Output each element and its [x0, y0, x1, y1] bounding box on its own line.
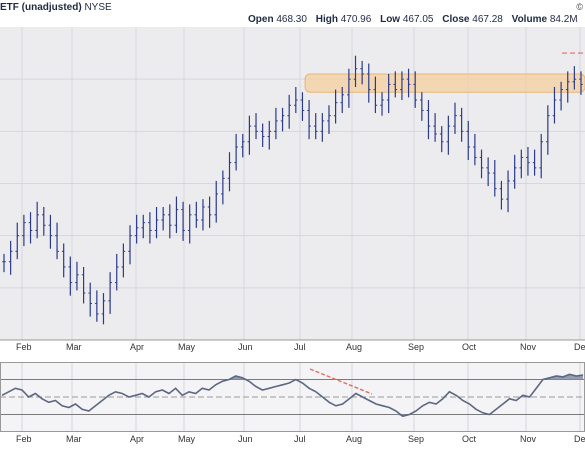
stat-open-value: 468.30 [276, 14, 307, 25]
indicator-xtick-label-0: Feb [16, 434, 32, 444]
chart-title: ETF (unadjusted) NYSE [0, 2, 112, 13]
stat-low-value: 467.05 [402, 14, 434, 25]
indicator-xtick-label-2: Apr [130, 434, 144, 444]
price-xtick-label-2: Apr [130, 342, 144, 352]
stat-close-label: Close [442, 14, 470, 25]
indicator-xtick-label-6: Aug [346, 434, 362, 444]
indicator-xtick-label-10: Dec [574, 434, 585, 444]
stat-close-value: 467.28 [472, 14, 503, 25]
stat-volume-value: 84.2M [549, 14, 578, 25]
price-xtick-label-5: Jul [294, 342, 306, 352]
indicator-xtick-label-1: Mar [66, 434, 82, 444]
price-xtick-label-8: Oct [462, 342, 477, 352]
indicator-xtick-label-7: Sep [408, 434, 424, 444]
indicator-xtick-label-5: Jul [294, 434, 306, 444]
instrument-name: ETF (unadjusted) [0, 2, 82, 13]
price-xtick-label-9: Nov [520, 342, 537, 352]
price-xtick-label-6: Aug [346, 342, 362, 352]
stat-high-label: High [315, 14, 338, 25]
indicator-xtick-label-3: May [178, 434, 196, 444]
copyright-mark: © [576, 2, 583, 12]
indicator-xtick-label-8: Oct [462, 434, 477, 444]
stat-high-value: 470.96 [340, 14, 372, 25]
indicator-xtick-label-4: Jun [238, 434, 253, 444]
exchange-label: NYSE [84, 2, 112, 13]
price-xtick-label-3: May [178, 342, 196, 352]
price-xtick-label-0: Feb [16, 342, 32, 352]
indicator-divergence-trendline [309, 368, 373, 395]
price-xtick-label-7: Sep [408, 342, 424, 352]
price-xtick-label-10: Dec [574, 342, 585, 352]
stat-low-label: Low [380, 14, 401, 25]
stat-volume-label: Volume [511, 14, 548, 25]
indicator-xtick-label-9: Nov [520, 434, 537, 444]
stat-open-label: Open [248, 14, 274, 25]
price-xtick-label-1: Mar [66, 342, 82, 352]
price-xtick-label-4: Jun [238, 342, 253, 352]
resistance-band [304, 73, 585, 93]
ohlc-stats: Open 468.30 High 470.96 Low 467.05 Close… [248, 14, 585, 25]
indicator-line [1, 373, 584, 418]
